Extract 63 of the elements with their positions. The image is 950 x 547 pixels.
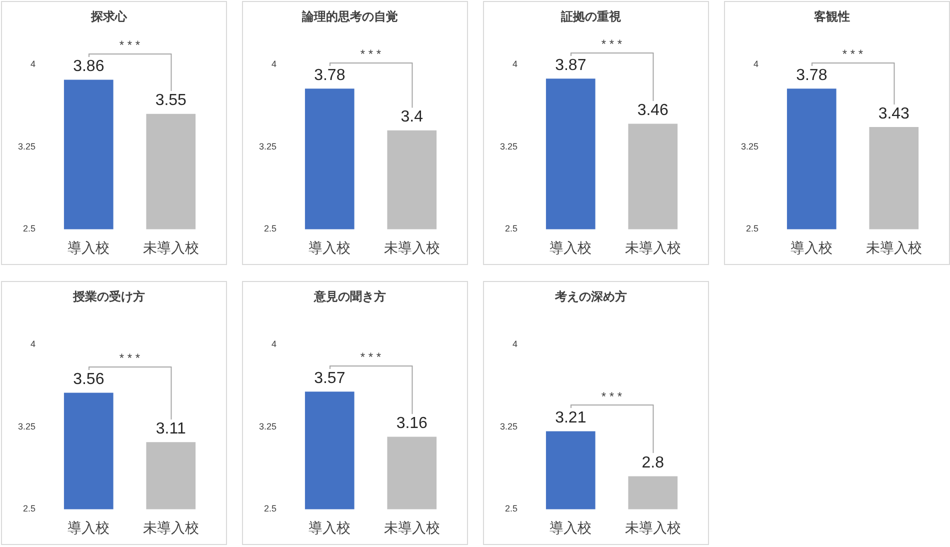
text: * * * <box>842 46 864 61</box>
y-tick-label: 4 <box>272 338 277 349</box>
y-tick-label: 4 <box>512 58 518 69</box>
y-tick-label: 3.25 <box>500 141 518 152</box>
data-label: 2.8 <box>642 454 664 472</box>
y-tick-label: 3.25 <box>500 421 518 432</box>
y-tick-label: 3.25 <box>258 141 277 152</box>
x-tick-label: 未導入校 <box>624 519 681 536</box>
x-tick-label: 導入校 <box>550 239 592 256</box>
y-tick-label: 2.5 <box>264 224 277 234</box>
chart-title: 論理的思考の自覚 <box>301 10 398 24</box>
annotation: * * * <box>360 350 382 364</box>
y-tick-label: 2.5 <box>505 224 518 234</box>
annotation: * * * <box>601 390 622 404</box>
x-tick-label: 未導入校 <box>384 519 440 536</box>
data-label: 3.87 <box>555 57 586 74</box>
chart-title: 考えの深め方 <box>554 290 627 304</box>
y-tick-label: 3.25 <box>18 141 36 152</box>
data-label: 3.56 <box>73 371 104 388</box>
y-tick-label: 4 <box>30 338 36 349</box>
data-label: 3.16 <box>396 415 428 432</box>
data-label: 3.78 <box>796 66 828 84</box>
y-tick-label: 4 <box>512 338 518 349</box>
data-label: 3.21 <box>555 410 586 427</box>
text: * * * <box>601 36 622 51</box>
x-tick-label: 未導入校 <box>624 239 681 256</box>
x-tick-label: 未導入校 <box>384 239 440 256</box>
chart-title: 客観性 <box>813 10 850 24</box>
x-tick-label: 導入校 <box>68 239 110 256</box>
x-tick-label: 未導入校 <box>142 239 199 256</box>
annotation: * * * <box>119 351 140 366</box>
data-label: 3.57 <box>314 370 346 388</box>
y-tick-label: 4 <box>754 58 759 69</box>
text: * * * <box>119 38 140 52</box>
y-tick-label: 2.5 <box>505 504 518 514</box>
data-label: 3.4 <box>400 108 424 126</box>
y-tick-label: 2.5 <box>23 224 36 234</box>
chart-title: 意見の聞き方 <box>313 290 386 304</box>
data-label: 3.11 <box>156 420 186 438</box>
data-label: 3.46 <box>637 102 669 120</box>
y-tick-label: 4 <box>30 58 36 69</box>
y-tick-label: 3.25 <box>258 421 277 432</box>
x-tick-label: 未導入校 <box>866 239 922 256</box>
x-tick-label: 導入校 <box>550 519 592 536</box>
data-label: 3.43 <box>878 105 910 122</box>
data-label: 3.86 <box>73 58 104 76</box>
y-tick-label: 3.25 <box>18 421 36 432</box>
x-tick-label: 導入校 <box>308 239 351 256</box>
data-label: 3.78 <box>314 66 346 84</box>
text: * * * <box>360 46 382 61</box>
y-tick-label: 3.25 <box>740 141 759 152</box>
chart-title: 証拠の重視 <box>560 10 622 24</box>
x-tick-label: 導入校 <box>308 519 351 536</box>
x-tick-label: 導入校 <box>68 519 110 536</box>
x-tick-label: 導入校 <box>790 239 833 256</box>
chart-title: 探求心 <box>90 10 128 24</box>
chart-title: 授業の受け方 <box>72 290 145 304</box>
y-tick-label: 2.5 <box>264 504 277 514</box>
x-tick-label: 未導入校 <box>142 519 199 536</box>
data-label: 3.55 <box>155 92 187 110</box>
y-tick-label: 2.5 <box>746 224 759 234</box>
y-tick-label: 2.5 <box>23 504 36 514</box>
y-tick-label: 4 <box>272 58 277 69</box>
